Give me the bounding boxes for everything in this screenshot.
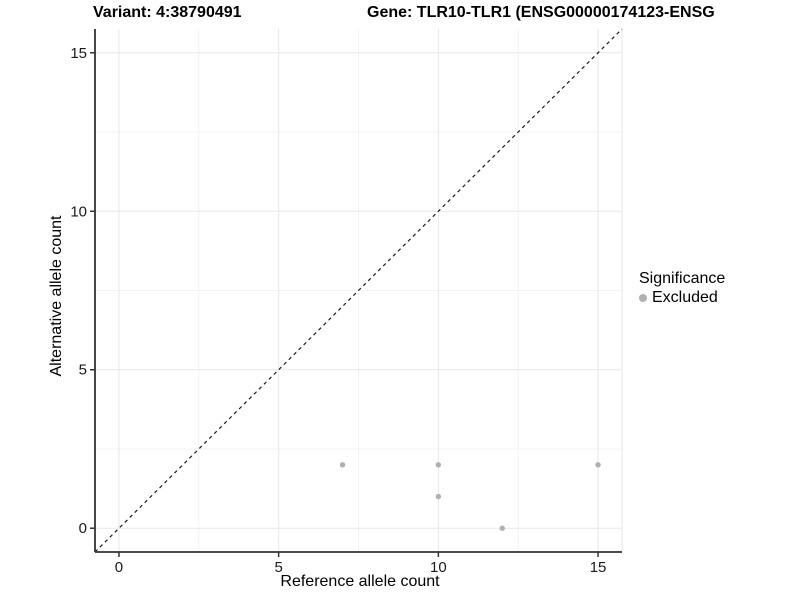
legend-item-excluded: Excluded xyxy=(639,289,725,306)
legend-title: Significance xyxy=(639,270,726,287)
y-tick-label: 5 xyxy=(79,362,87,379)
data-point xyxy=(595,462,601,468)
y-tick-label: 10 xyxy=(70,203,87,220)
x-tick-label: 5 xyxy=(274,559,282,576)
x-tick-label: 10 xyxy=(430,559,447,576)
legend-item-label: Excluded xyxy=(652,289,718,306)
data-point xyxy=(435,462,442,468)
x-axis-title: Reference allele count xyxy=(280,573,440,590)
x-tick-label: 15 xyxy=(590,559,607,576)
data-point xyxy=(435,493,442,500)
y-tick-label: 0 xyxy=(79,520,87,537)
y-axis-title: Alternative allele count xyxy=(48,215,65,377)
legend: Significance Excluded xyxy=(639,269,725,306)
legend-key-point-icon xyxy=(639,293,647,302)
x-tick-label: 0 xyxy=(115,559,123,576)
identity-line xyxy=(94,28,623,553)
data-point xyxy=(339,462,346,468)
y-tick-label: 15 xyxy=(70,45,87,62)
plot-title-gene: Gene: TLR10-TLR1 (ENSG00000174123-ENSG xyxy=(367,4,715,21)
data-point xyxy=(499,525,505,531)
plot-title-variant: Variant: 4:38790491 xyxy=(93,4,242,21)
